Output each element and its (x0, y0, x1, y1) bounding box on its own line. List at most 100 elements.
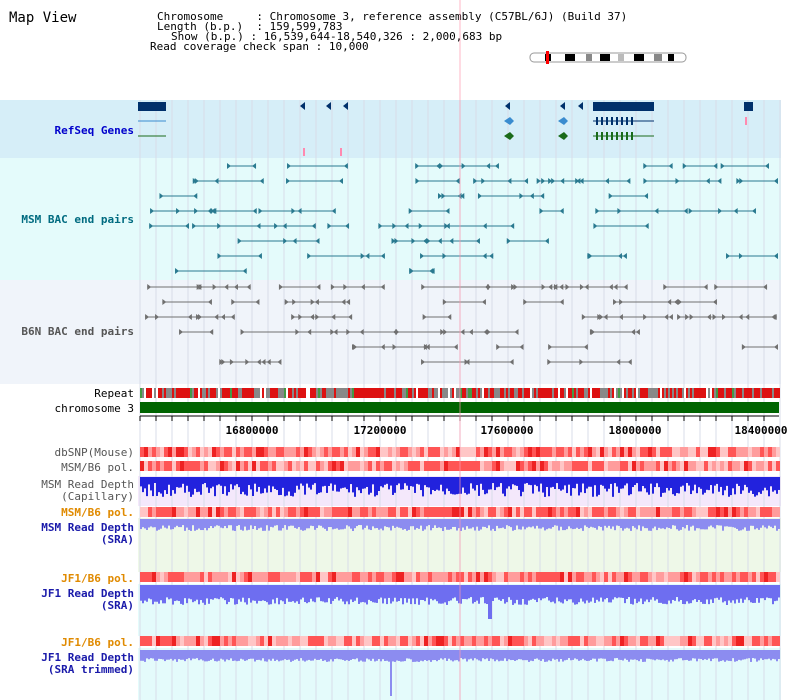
heatmap-cell (356, 447, 360, 457)
bac-end (230, 314, 235, 320)
bac-end (559, 208, 564, 214)
heatmap-cell (368, 507, 372, 517)
heatmap-cell (640, 636, 644, 646)
depth-bar (248, 585, 250, 599)
depth-bar (468, 519, 470, 529)
repeat-segment (438, 388, 440, 398)
depth-bar (680, 650, 682, 659)
depth-bar (596, 477, 598, 497)
heatmap-cell (668, 507, 672, 517)
repeat-segment (396, 388, 398, 398)
depth-bar (724, 519, 726, 527)
depth-bar (156, 477, 158, 496)
heatmap-cell (196, 572, 200, 582)
heatmap-cell (628, 572, 632, 582)
depth-bar (632, 519, 634, 527)
depth-bar (278, 477, 280, 496)
depth-bar (636, 519, 638, 530)
depth-bar (750, 650, 752, 662)
depth-bar (440, 650, 442, 659)
depth-bar (588, 519, 590, 529)
depth-bar (688, 585, 690, 604)
depth-bar (392, 585, 394, 602)
heatmap-cell (208, 636, 212, 646)
bac-end (162, 299, 167, 305)
depth-bar (310, 650, 312, 661)
depth-bar (488, 585, 490, 619)
depth-bar (190, 477, 192, 497)
depth-bar (662, 650, 664, 660)
heatmap-cell (428, 572, 432, 582)
heatmap-cell (448, 507, 452, 517)
repeat-segment (420, 388, 422, 398)
heatmap-cell (624, 461, 628, 471)
heatmap-cell (368, 636, 372, 646)
heatmap-cell (144, 636, 148, 646)
depth-bar (514, 477, 516, 486)
depth-bar (592, 519, 594, 528)
depth-bar (738, 477, 740, 487)
heatmap-cell (172, 507, 176, 517)
depth-bar (772, 519, 774, 529)
repeat-segment (278, 388, 280, 398)
depth-bar (650, 519, 652, 531)
depth-bar (188, 585, 190, 599)
depth-bar (312, 477, 314, 485)
depth-bar (698, 519, 700, 529)
depth-bar (278, 585, 280, 605)
depth-bar (548, 650, 550, 661)
depth-bar (768, 477, 770, 497)
depth-bar (696, 650, 698, 662)
depth-bar (274, 650, 276, 661)
repeat-segment (620, 388, 622, 398)
heatmap-cell (468, 447, 472, 457)
depth-bar (326, 477, 328, 493)
repeat-segment (498, 388, 500, 398)
depth-bar (222, 519, 224, 529)
heatmap-cell (484, 447, 488, 457)
repeat-segment (468, 388, 470, 398)
bac-end (429, 268, 434, 274)
depth-bar (446, 650, 448, 661)
gene-exon (616, 132, 618, 140)
repeat-segment (632, 388, 634, 398)
depth-bar (594, 519, 596, 528)
depth-bar (590, 519, 592, 527)
depth-bar (424, 585, 426, 602)
heatmap-cell (392, 636, 396, 646)
heatmap-cell (776, 447, 780, 457)
depth-bar (480, 519, 482, 530)
heatmap-cell (468, 461, 472, 471)
heatmap-cell (228, 636, 232, 646)
depth-bar (520, 519, 522, 530)
depth-bar (488, 477, 490, 490)
heatmap-cell (724, 447, 728, 457)
bac-end (408, 208, 413, 214)
depth-bar (550, 519, 552, 529)
heatmap-cell (544, 447, 548, 457)
heatmap-cell (520, 572, 524, 582)
depth-bar (146, 477, 148, 497)
depth-bar (430, 519, 432, 531)
heatmap-cell (164, 461, 168, 471)
heatmap-cell (472, 636, 476, 646)
heatmap-cell (580, 447, 584, 457)
repeat-segment (766, 388, 768, 398)
depth-bar (316, 519, 318, 529)
repeat-segment (556, 388, 558, 398)
depth-bar (622, 477, 624, 489)
heatmap-cell (264, 507, 268, 517)
gene-arrow (558, 117, 568, 125)
heatmap-cell (556, 572, 560, 582)
heatmap-cell (240, 461, 244, 471)
repeat-segment (678, 388, 680, 398)
bac-end (212, 208, 217, 214)
repeat-segment (140, 388, 142, 398)
depth-bar (142, 585, 144, 604)
depth-bar (278, 650, 280, 662)
depth-bar (246, 650, 248, 661)
msm-bac-pairs (149, 163, 778, 274)
depth-bar (196, 585, 198, 600)
heatmap-cell (300, 636, 304, 646)
